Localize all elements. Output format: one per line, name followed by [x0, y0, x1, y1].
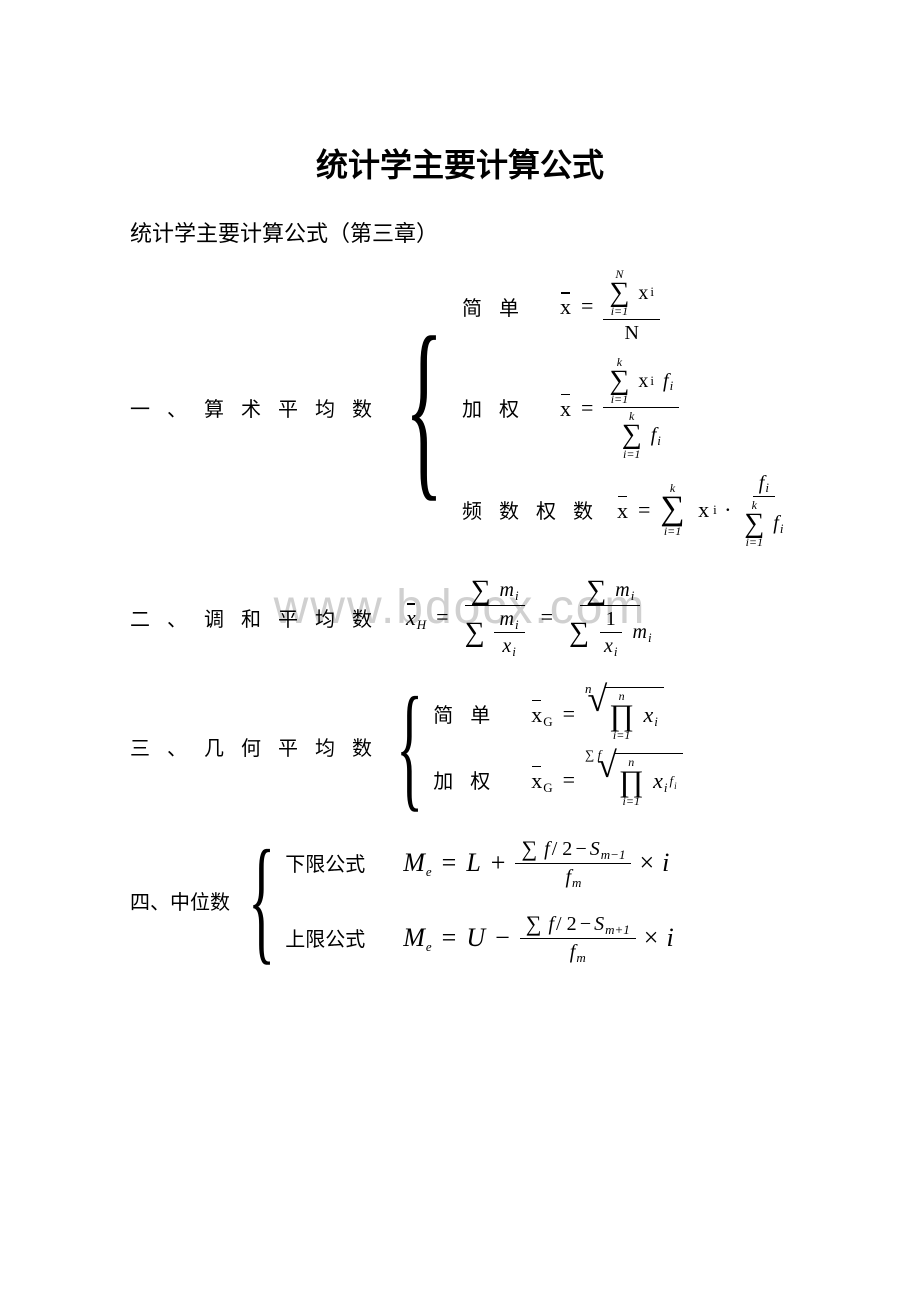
- section-label: 一 、 算 术 平 均 数: [130, 393, 378, 422]
- section-geometric-mean: 三 、 几 何 平 均 数 { 简 单 xG= n√n∏i=1 xi 加 权 x…: [130, 687, 790, 807]
- section-arithmetic-mean: 一 、 算 术 平 均 数 { 简 单 x= N∑i=1 xi N 加 权 x=: [130, 268, 790, 548]
- case-lower: 下限公式 Me=L+ ∑ f / 2 − Sm−1 fm ×i: [285, 837, 673, 888]
- cases-list: 简 单 x= N∑i=1 xi N 加 权 x= k∑i=1 xi fi k∑i…: [462, 268, 789, 548]
- case-label: 加 权: [433, 765, 513, 794]
- formula: Me=L+ ∑ f / 2 − Sm−1 fm ×i: [403, 837, 669, 888]
- formula: x= N∑i=1 xi N: [560, 268, 660, 344]
- case-label: 下限公式: [285, 848, 385, 877]
- brace-icon: {: [405, 328, 443, 488]
- page-title: 统计学主要计算公式: [130, 140, 790, 186]
- formula: xG= ∑ f√n∏i=1 xifi: [531, 753, 682, 807]
- case-label: 简 单: [433, 699, 513, 728]
- section-median: 四、中位数 { 下限公式 Me=L+ ∑ f / 2 − Sm−1 fm ×i …: [130, 837, 790, 963]
- formula: x= k∑i=1 xi· fi k∑i=1 fi: [617, 472, 789, 548]
- section-label: 二 、 调 和 平 均 数: [130, 603, 378, 632]
- document-page: 统计学主要计算公式 统计学主要计算公式（第三章） 一 、 算 术 平 均 数 {…: [0, 0, 920, 1053]
- formula: Me=U− ∑ f / 2 − Sm+1 fm ×i: [403, 912, 673, 963]
- section-label: 三 、 几 何 平 均 数: [130, 732, 378, 761]
- case-label: 频 数 权 数: [462, 495, 599, 524]
- formula: x= k∑i=1 xi fi k∑i=1 fi: [560, 356, 679, 459]
- page-subtitle: 统计学主要计算公式（第三章）: [130, 216, 790, 248]
- case-weighted: 加 权 xG= ∑ f√n∏i=1 xifi: [433, 753, 682, 807]
- brace-icon: {: [396, 691, 423, 803]
- case-label: 上限公式: [285, 923, 385, 952]
- section-label: 四、中位数: [130, 886, 230, 915]
- case-upper: 上限公式 Me=U− ∑ f / 2 − Sm+1 fm ×i: [285, 912, 673, 963]
- section-harmonic-mean: 二 、 调 和 平 均 数 xH= ∑ mi ∑ mixi = ∑ mi ∑ 1…: [130, 578, 790, 657]
- cases-list: 下限公式 Me=L+ ∑ f / 2 − Sm−1 fm ×i 上限公式 Me=…: [285, 837, 673, 963]
- formula: xG= n√n∏i=1 xi: [531, 687, 664, 741]
- case-simple: 简 单 xG= n√n∏i=1 xi: [433, 687, 682, 741]
- case-freq-weight: 频 数 权 数 x= k∑i=1 xi· fi k∑i=1 fi: [462, 472, 789, 548]
- case-label: 加 权: [462, 393, 542, 422]
- case-simple: 简 单 x= N∑i=1 xi N: [462, 268, 789, 344]
- case-weighted: 加 权 x= k∑i=1 xi fi k∑i=1 fi: [462, 356, 789, 459]
- brace-icon: {: [248, 844, 275, 956]
- case-label: 简 单: [462, 292, 542, 321]
- formula: xH= ∑ mi ∑ mixi = ∑ mi ∑ 1xi mi: [406, 578, 658, 657]
- cases-list: 简 单 xG= n√n∏i=1 xi 加 权 xG= ∑ f√n∏i=1 xif…: [433, 687, 682, 807]
